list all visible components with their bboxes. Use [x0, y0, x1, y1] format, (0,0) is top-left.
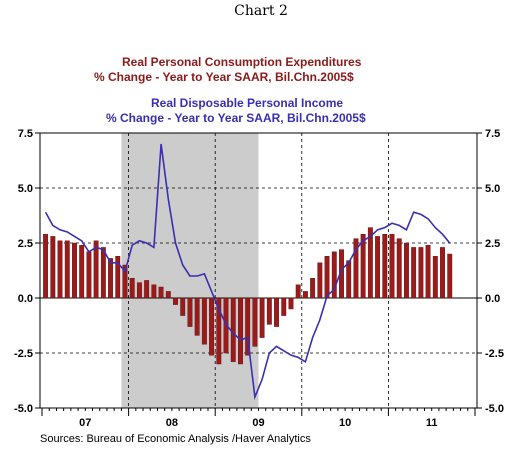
y-tick-label-right: 2.5 — [485, 238, 500, 250]
x-tick-label: 07 — [79, 417, 91, 429]
pce-bar — [324, 256, 330, 299]
pce-bars-layer — [43, 227, 453, 365]
legend-series2-name: Real Disposable Personal Income — [151, 96, 344, 110]
pce-bar — [151, 284, 157, 299]
recession-band — [121, 133, 259, 408]
pce-bar — [288, 297, 294, 310]
pce-bar — [425, 244, 431, 299]
pce-bar — [57, 240, 63, 299]
y-tick-label-left: 2.5 — [18, 238, 33, 250]
pce-bar — [43, 233, 49, 299]
pce-bar — [136, 282, 142, 299]
pce-bar — [389, 233, 395, 299]
pce-bar — [382, 233, 388, 299]
pce-bar — [259, 297, 265, 338]
pce-bar — [360, 233, 366, 299]
y-tick-label-right: -5.0 — [485, 403, 504, 415]
axis-layer: 7.5 7.5 5.0 5.0 2.5 2.5 0.0 0.0 -2.5 -2.5 -5.0 -5.0… — [14, 128, 504, 429]
x-tick-label: 09 — [252, 417, 264, 429]
pce-bar — [281, 297, 287, 316]
pce-bar — [310, 278, 316, 299]
pce-bar — [173, 297, 178, 305]
pce-bar — [411, 247, 417, 299]
pce-bar — [432, 256, 438, 299]
y-tick-label-left: 5.0 — [18, 183, 33, 195]
pce-bar — [238, 297, 243, 365]
pce-bar — [266, 297, 272, 325]
pce-bar — [353, 238, 359, 299]
pce-bar — [86, 251, 92, 299]
pce-bar — [245, 297, 251, 356]
pce-bar — [404, 242, 409, 299]
pce-bar — [79, 244, 85, 299]
pce-bar — [108, 258, 113, 299]
pce-bar — [180, 297, 186, 316]
page-title: Chart 2 — [234, 3, 288, 19]
legend-series1-subtitle: % Change - Year to Year SAAR, Bil.Chn.20… — [94, 70, 354, 84]
pce-bar — [317, 262, 323, 299]
y-tick-label-left: 0.0 — [18, 293, 33, 305]
pce-bar — [440, 247, 445, 299]
pce-bar — [447, 253, 453, 299]
pce-bar — [115, 256, 121, 299]
income-line-layer — [44, 143, 451, 401]
recession-shading-layer — [121, 133, 259, 408]
pce-bar — [302, 291, 308, 299]
pce-bar — [331, 251, 337, 299]
pce-bar — [187, 297, 193, 327]
pce-bar — [194, 297, 200, 336]
pce-bar — [144, 280, 150, 299]
pce-bar — [230, 297, 236, 362]
pce-bar — [72, 242, 77, 299]
x-tick-label: 10 — [339, 417, 351, 429]
y-tick-label-right: 0.0 — [485, 293, 500, 305]
pce-bar — [165, 291, 171, 299]
pce-bar — [158, 286, 164, 299]
y-tick-label-right: 5.0 — [485, 183, 500, 195]
pce-bar — [64, 240, 70, 299]
pce-bar — [201, 297, 207, 345]
pce-bar — [122, 264, 128, 299]
sources-note: Sources: Bureau of Economic Analysis /Ha… — [40, 433, 311, 445]
pce-bar — [274, 297, 279, 327]
y-tick-label-left: -5.0 — [14, 403, 33, 415]
pce-bar — [375, 236, 381, 299]
pce-bar — [252, 297, 258, 347]
pce-bar — [295, 284, 301, 299]
x-tick-label: 08 — [166, 417, 178, 429]
pce-bar — [346, 260, 352, 299]
pce-bar — [129, 278, 135, 299]
pce-bar — [93, 240, 99, 299]
pce-bar — [367, 227, 373, 299]
pce-bar — [50, 236, 56, 299]
pce-bar — [216, 297, 222, 365]
y-tick-label-left: 7.5 — [18, 128, 33, 140]
pce-bar — [209, 297, 215, 356]
legend-series2-subtitle: % Change - Year to Year SAAR, Bil.Chn.20… — [106, 111, 366, 125]
y-tick-label-right: -2.5 — [485, 348, 504, 360]
y-tick-label-left: -2.5 — [14, 348, 33, 360]
income-line — [44, 143, 451, 401]
pce-bar — [396, 238, 402, 299]
pce-bar — [418, 247, 424, 299]
x-tick-label: 11 — [426, 417, 438, 429]
y-tick-label-right: 7.5 — [485, 128, 500, 140]
pce-bar — [100, 247, 106, 299]
legend-series1-name: Real Personal Consumption Expenditures — [122, 55, 362, 69]
